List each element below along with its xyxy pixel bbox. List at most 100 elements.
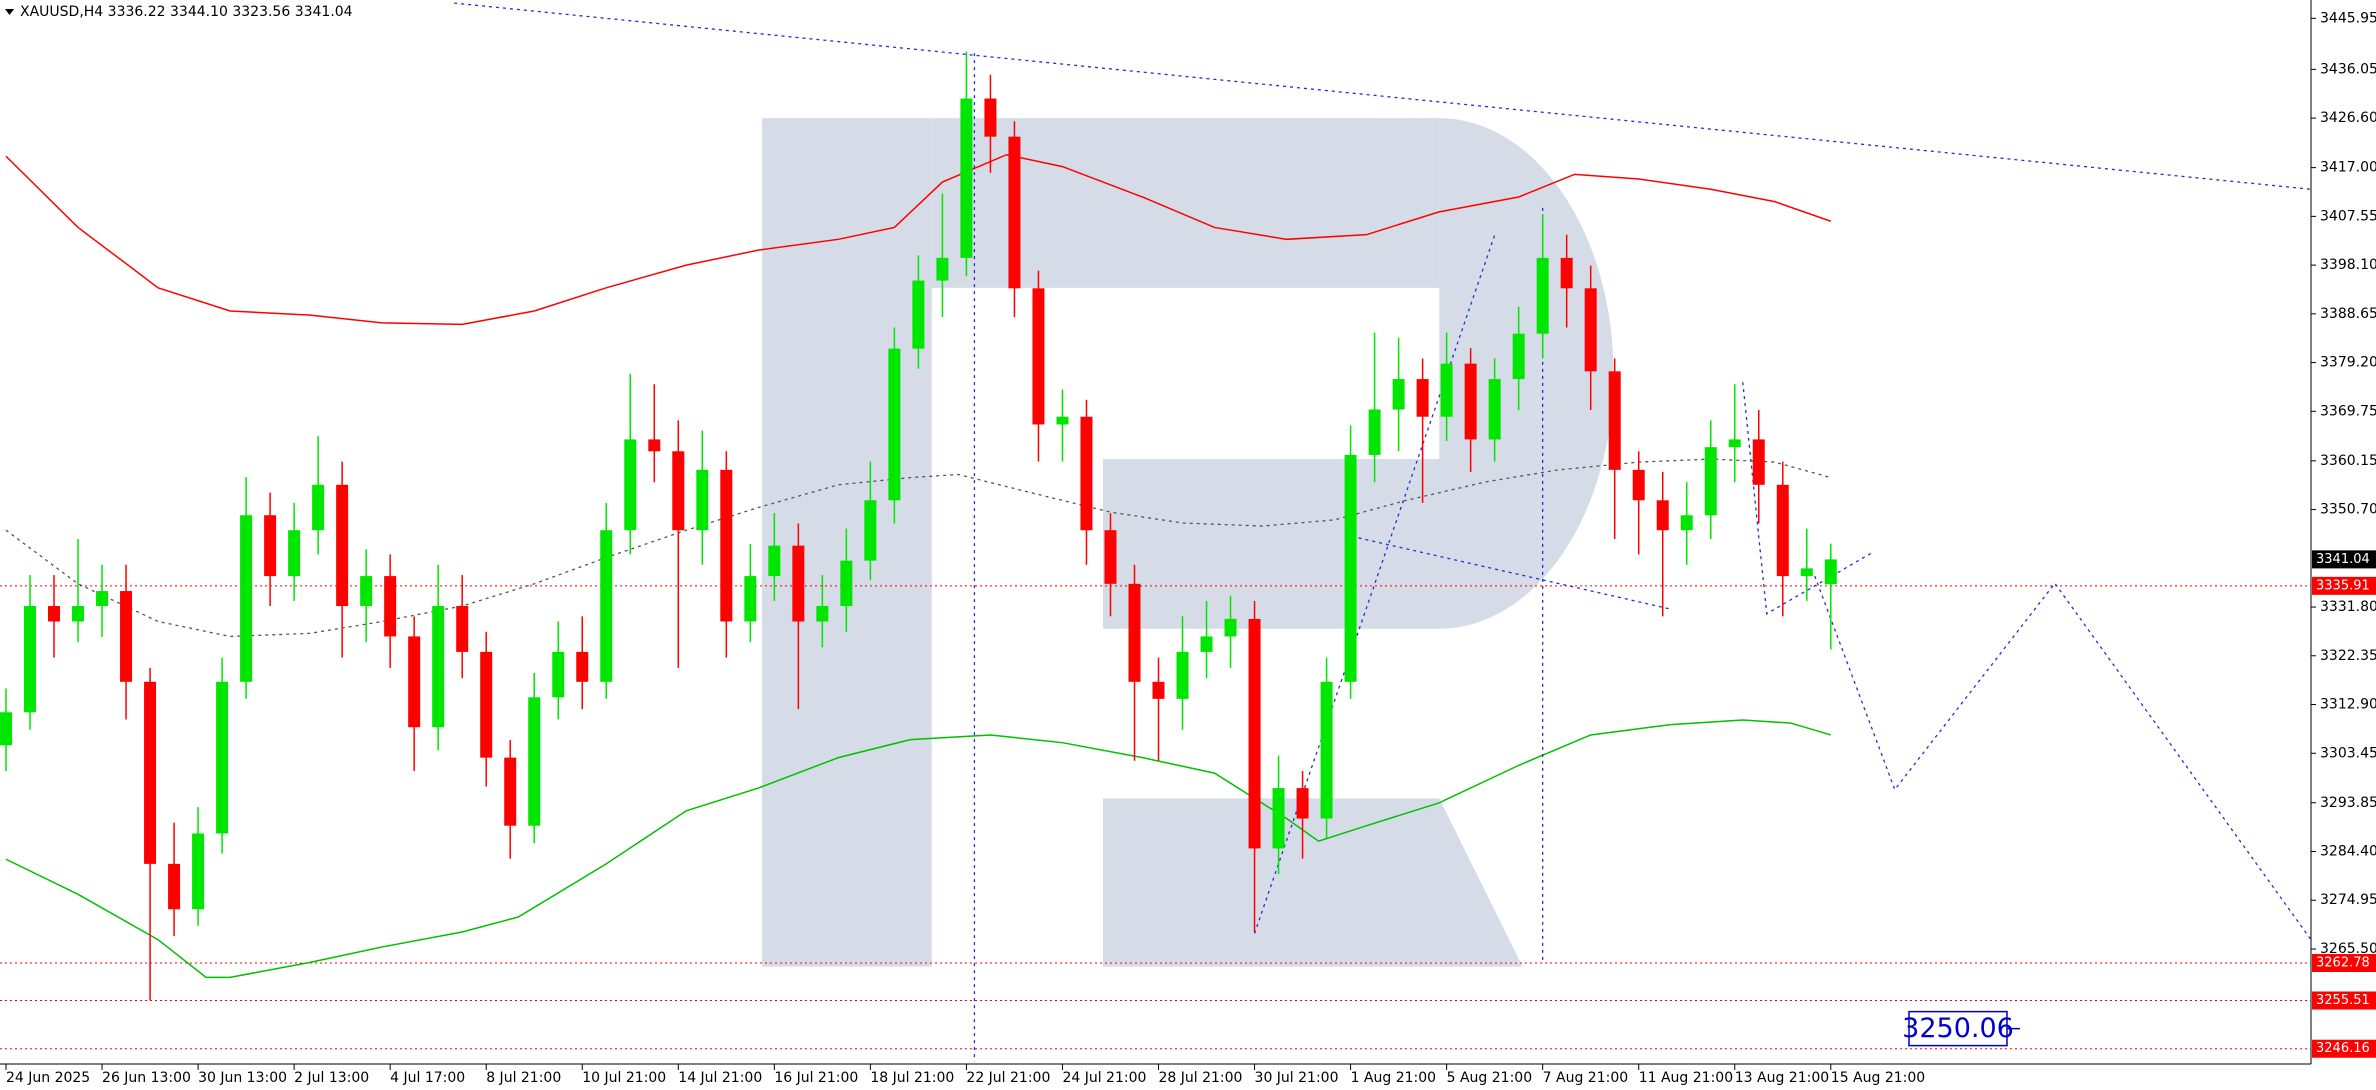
candle-body	[1608, 371, 1621, 470]
candle-body	[1320, 681, 1333, 819]
candle-body	[1776, 484, 1789, 577]
x-tick-label: 30 Jun 13:00	[198, 1070, 287, 1086]
x-tick-label: 1 Aug 21:00	[1351, 1070, 1437, 1086]
candle-body	[1200, 636, 1213, 652]
candle-body	[1272, 788, 1285, 849]
candle-body	[192, 833, 205, 910]
y-tick-label: 3426.60	[2320, 110, 2376, 126]
candle-body	[1080, 416, 1093, 531]
candle-body	[624, 439, 637, 531]
drawing-line	[5, 458, 1831, 638]
price-tag	[2312, 1039, 2376, 1058]
last-price-label: 3341.04	[2316, 552, 2370, 567]
candle-body	[1224, 618, 1237, 637]
x-tick-label: 10 Jul 21:00	[582, 1070, 666, 1086]
y-tick-label: 3331.80	[2320, 599, 2376, 615]
x-tick-label: 13 Aug 21:00	[1735, 1070, 1829, 1086]
x-tick-label: 18 Jul 21:00	[870, 1070, 954, 1086]
candle-body	[264, 515, 277, 577]
price-tag	[2312, 954, 2376, 973]
y-tick-label: 3274.95	[2320, 892, 2376, 908]
candle-body	[504, 757, 517, 826]
drawing-line	[454, 2, 2312, 190]
candle-body	[312, 484, 325, 531]
candle-body	[1392, 379, 1405, 410]
candle-body	[1656, 500, 1669, 531]
x-tick-label: 30 Jul 21:00	[1255, 1070, 1339, 1086]
drawing-line	[1742, 382, 1872, 615]
candle-body	[912, 280, 925, 349]
y-tick-label: 3322.35	[2320, 648, 2376, 664]
candle-body	[1128, 583, 1141, 682]
candle-body	[1728, 439, 1741, 448]
x-tick-label: 28 Jul 21:00	[1159, 1070, 1243, 1086]
candle-body	[72, 606, 85, 622]
candle-body	[120, 591, 133, 682]
y-tick-label: 3417.00	[2320, 160, 2376, 176]
candle-body	[1008, 136, 1021, 289]
candle-body	[1464, 363, 1477, 440]
candle-body	[456, 606, 469, 652]
x-tick-label: 4 Jul 17:00	[390, 1070, 465, 1086]
candle-body	[360, 576, 373, 607]
price-tag-label: 3262.78	[2316, 956, 2370, 971]
candle-body	[1584, 288, 1597, 372]
x-tick-label: 22 Jul 21:00	[966, 1070, 1050, 1086]
candle-body	[0, 712, 12, 746]
y-tick-label: 3303.45	[2320, 745, 2376, 761]
candle-body	[576, 651, 589, 682]
candle-body	[288, 530, 301, 577]
candle-body	[432, 606, 445, 728]
price-tag-label: 3255.51	[2316, 993, 2370, 1008]
candle-body	[960, 98, 973, 258]
candle-body	[96, 591, 109, 607]
candle-body	[216, 681, 229, 834]
watermark	[762, 118, 1614, 967]
y-tick-label: 3436.05	[2320, 61, 2376, 77]
y-tick-label: 3360.15	[2320, 453, 2376, 469]
candle-body	[1704, 447, 1717, 516]
x-tick-label: 16 Jul 21:00	[774, 1070, 858, 1086]
candle-body	[1176, 651, 1189, 699]
price-tag	[2312, 991, 2376, 1010]
indicator-line	[5, 153, 1832, 326]
candle-body	[168, 863, 181, 910]
price-tag-label: 3335.91	[2316, 578, 2370, 593]
candle-body	[1560, 257, 1573, 289]
x-tick-label: 26 Jun 13:00	[102, 1070, 191, 1086]
candle-body	[1152, 681, 1165, 699]
candle-body	[408, 636, 421, 728]
candle-body	[1248, 618, 1261, 849]
menu-arrow[interactable]	[5, 9, 14, 15]
candle-body	[720, 469, 733, 622]
candle-body	[336, 484, 349, 607]
candle-body	[1440, 363, 1453, 417]
candle-body	[888, 348, 901, 501]
drawing-line	[1814, 575, 2312, 941]
x-tick-label: 2 Jul 13:00	[294, 1070, 369, 1086]
x-tick-label: 24 Jun 2025	[6, 1070, 90, 1086]
candle-body	[1680, 515, 1693, 531]
candle-body	[672, 451, 685, 531]
y-tick-label: 3445.95	[2320, 10, 2376, 26]
candle-body	[816, 606, 829, 622]
candle-body	[240, 515, 253, 682]
candle-body	[480, 651, 493, 758]
candle-body	[1752, 439, 1765, 485]
drawing-line	[1358, 537, 1671, 610]
candle-body	[984, 98, 997, 137]
x-tick-label: 5 Aug 21:00	[1447, 1070, 1533, 1086]
annotation-label: 3250.06	[1902, 1013, 2014, 1044]
x-tick-label: 24 Jul 21:00	[1062, 1070, 1146, 1086]
y-tick-label: 3379.20	[2320, 355, 2376, 371]
x-tick-label: 8 Jul 21:00	[486, 1070, 561, 1086]
y-tick-label: 3293.85	[2320, 795, 2376, 811]
candle-body	[528, 697, 541, 826]
candle-body	[1536, 257, 1549, 334]
candle-body	[840, 560, 853, 607]
y-tick-label: 3398.10	[2320, 257, 2376, 273]
annotation-box	[1908, 1010, 2008, 1047]
chart-title: XAUUSD,H4 3336.22 3344.10 3323.56 3341.0…	[20, 4, 353, 20]
price-tag-label: 3246.16	[2316, 1041, 2370, 1056]
